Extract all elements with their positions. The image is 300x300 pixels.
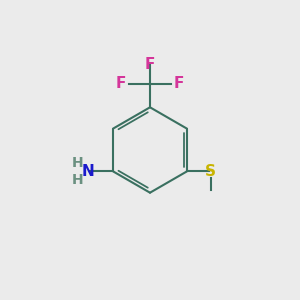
Text: F: F <box>174 76 184 91</box>
Text: H: H <box>72 155 83 170</box>
Text: S: S <box>205 164 216 179</box>
Text: H: H <box>72 173 83 187</box>
Text: F: F <box>145 57 155 72</box>
Text: F: F <box>116 76 126 91</box>
Text: N: N <box>82 164 94 179</box>
